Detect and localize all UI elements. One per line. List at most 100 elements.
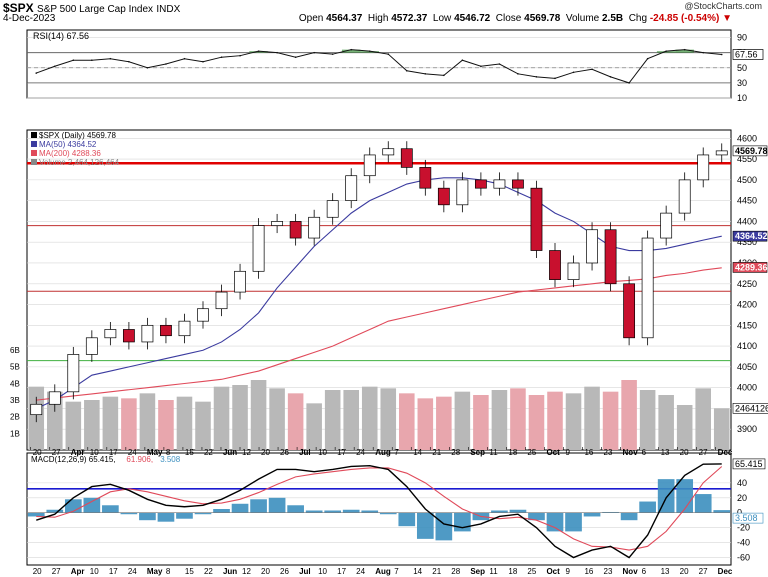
x-axis-label-bottom: 17 [337,567,346,576]
macd-histogram-bar [83,497,101,513]
price-last-box [732,145,768,157]
rsi-point [517,73,519,75]
candle-body [141,324,154,343]
volume-bar [343,390,359,450]
x-axis-label-bottom: Apr [71,567,85,576]
candle-body [437,187,450,206]
macd-hist-last-box [732,512,764,524]
rsi-point [294,56,297,58]
x-axis-label-bottom: 15 [185,567,194,576]
x-axis-label: 27 [52,448,61,457]
volume-bar [65,401,82,450]
ohlc-high: High 4572.37 [367,13,428,24]
volume-bar [602,391,619,450]
macd-histogram-bar [657,479,675,513]
ma200-last-box [732,262,768,273]
volume-bar [380,388,397,450]
ohlc-close: Close 4569.78 [495,13,561,24]
ma50-last-label: 4364.52 [735,231,768,241]
macd-histogram-bar [194,512,212,515]
macd-tick-label: -60 [737,553,750,563]
macd-histogram-bar [454,512,471,532]
price-tick-label: 4200 [737,300,757,310]
price-tick-label: 4400 [737,216,757,226]
ma200-last-label: 4289.36 [735,262,768,272]
price-legend-item: Volume 2,464,126,464 [39,158,120,167]
x-axis-label-bottom: Sep [470,567,485,576]
macd-histogram-bar [509,509,527,513]
x-axis-label-bottom: 28 [451,567,460,576]
x-axis-label: 20 [33,448,42,457]
x-axis-label: 17 [109,448,118,457]
volume-bar [306,403,322,450]
x-axis-label: 20 [680,448,689,457]
volume-last-label: 2464126 [735,403,768,413]
x-axis-label: 25 [527,448,536,457]
x-axis-label-bottom: Dec [718,567,733,576]
volume-bar [436,396,452,450]
x-axis-label: 27 [699,448,708,457]
macd-histogram-bar [342,509,360,513]
rsi-point [480,65,482,68]
x-axis-label-bottom: Nov [623,567,639,576]
volume-bar [639,390,656,450]
volume-bar [695,388,711,450]
macd-histogram-bar [250,499,267,513]
rsi-point [368,50,371,52]
rsi-point [165,63,167,65]
rsi-point [146,66,149,69]
macd-histogram-bar [139,512,156,521]
candle-body [382,148,395,156]
price-tick-label: 4500 [737,175,757,185]
volume-bar [510,388,526,450]
rsi-point [628,82,630,84]
x-axis-label: Sep [470,448,485,457]
candle-body [104,329,117,339]
candle-body [567,262,580,280]
rsi-last-label: 67.56 [735,50,758,60]
macd-histogram-bar [491,510,508,513]
macd-histogram-bar [231,503,249,513]
rsi-point [646,57,649,60]
x-axis-label: 15 [185,448,194,457]
macd-histogram-bar [694,494,712,513]
x-axis-label: 7 [394,448,399,457]
candle-body [474,179,487,189]
x-axis-label: 13 [661,448,670,457]
x-axis-label-bottom: 24 [356,567,365,576]
legend-swatch [31,132,37,138]
x-axis-label: 12 [242,448,251,457]
rsi-legend: RSI(14) 67.56 [33,31,89,41]
volume-bar [195,401,211,450]
x-axis-label-bottom: 27 [699,567,708,576]
exchange: INDX [156,4,181,15]
x-axis-label-bottom: 10 [90,567,99,576]
x-axis-label: Aug [375,448,391,457]
rsi-point [665,50,667,52]
candle-body [252,225,265,272]
volume-bar [454,391,471,450]
x-axis-label: 6 [642,448,647,457]
candle-body [623,283,636,339]
price-tick-label: 4050 [737,362,757,372]
rsi-last-box [732,49,764,60]
x-axis-label-bottom: 20 [261,567,270,576]
x-axis-label-bottom: Jun [223,567,237,576]
rsi-point [535,76,538,78]
x-axis-label-bottom: 13 [661,567,670,576]
volume-bar [621,380,637,450]
x-axis-label: 10 [90,448,99,457]
rsi-point [554,77,556,80]
symbol: $SPX [3,1,34,15]
candle-body [549,250,561,280]
x-axis-label: 9 [565,448,570,457]
x-axis-label: 8 [166,448,171,457]
x-axis-label: 14 [413,448,422,457]
candle-body [493,179,506,189]
x-axis-label-bottom: 27 [52,567,61,576]
macd-histogram-bar [305,510,323,513]
candle-body [122,329,135,343]
chart-header: $SPX S&P 500 Large Cap Index INDX 4-Dec-… [0,0,768,26]
rsi-point [350,48,353,51]
rsi-point [220,56,223,58]
